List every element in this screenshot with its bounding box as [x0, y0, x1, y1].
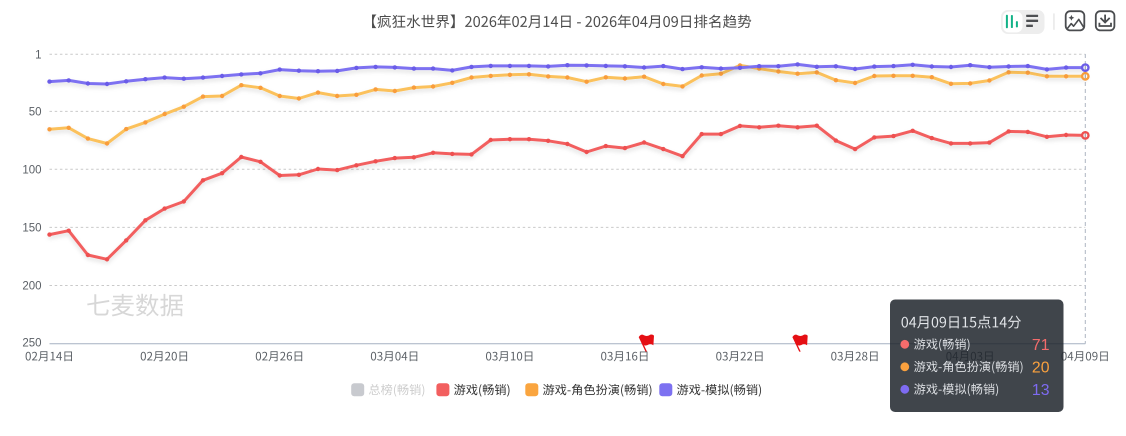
- svg-text:100: 100: [22, 165, 41, 177]
- svg-text:1: 1: [35, 49, 41, 61]
- svg-text:20: 20: [1032, 359, 1050, 376]
- svg-text:200: 200: [22, 281, 41, 293]
- svg-text:50: 50: [29, 107, 42, 119]
- svg-text:71: 71: [1032, 337, 1050, 354]
- svg-text:250: 250: [22, 338, 41, 350]
- svg-text:150: 150: [22, 223, 41, 235]
- svg-text:13: 13: [1032, 382, 1050, 399]
